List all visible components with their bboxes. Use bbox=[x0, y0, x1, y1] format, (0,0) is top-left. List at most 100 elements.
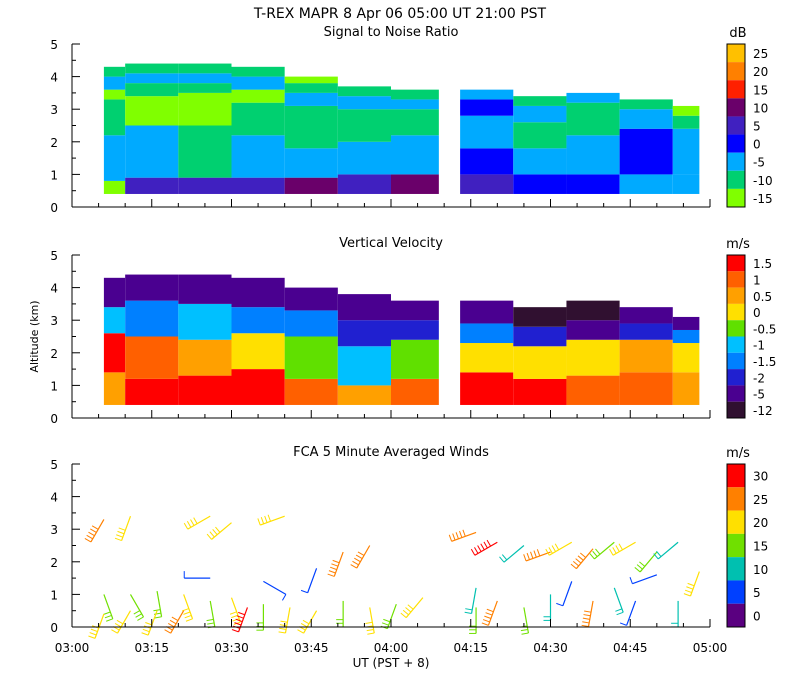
heatmap-cell bbox=[513, 174, 567, 194]
barb-flag bbox=[90, 628, 98, 633]
heatmap-cell bbox=[337, 385, 391, 405]
heatmap-cell bbox=[391, 339, 439, 379]
barb-flag bbox=[582, 621, 590, 624]
barb-flag bbox=[477, 545, 482, 552]
heatmap-cell bbox=[103, 135, 126, 181]
heatmap-cell bbox=[619, 307, 673, 324]
barb-flag bbox=[207, 622, 215, 625]
barb-flag bbox=[683, 593, 691, 597]
y-axis-label: Altitude (km) bbox=[28, 300, 41, 372]
heatmap-cell bbox=[103, 307, 126, 334]
wind-barb bbox=[400, 597, 424, 618]
y-tick-label: 5 bbox=[50, 38, 58, 52]
barb-flag bbox=[584, 610, 592, 613]
wind-barb bbox=[278, 607, 291, 634]
heatmap-cell bbox=[391, 300, 439, 321]
colorbar-swatch bbox=[727, 533, 745, 558]
barb-flag bbox=[184, 614, 192, 619]
barb-flag bbox=[215, 526, 221, 533]
barb-flag bbox=[523, 554, 527, 562]
barb-staff bbox=[103, 594, 114, 620]
barb-flag bbox=[570, 563, 577, 570]
heatmap-cell bbox=[178, 274, 232, 304]
heatmap-cell bbox=[619, 323, 673, 340]
colorbar-label: 0.5 bbox=[753, 290, 772, 304]
barb-staff bbox=[121, 515, 132, 541]
colorbar-swatch bbox=[727, 170, 745, 189]
wind-barb bbox=[619, 600, 637, 626]
colorbar-label: 1 bbox=[753, 273, 761, 287]
heatmap-cell bbox=[284, 177, 338, 194]
heatmap-cell bbox=[337, 346, 391, 386]
wind-barb bbox=[653, 541, 679, 560]
heatmap-cell bbox=[337, 174, 391, 194]
wind-barb bbox=[634, 551, 658, 573]
barb-staff bbox=[90, 519, 105, 543]
heatmap-cell bbox=[391, 135, 439, 175]
heatmap-cell bbox=[125, 63, 179, 74]
colorbar-label: -10 bbox=[753, 174, 773, 188]
x-tick-label: 03:45 bbox=[294, 641, 329, 655]
heatmap-cell bbox=[460, 174, 514, 194]
panel-1: Signal to Noise Ratio 0 1 2 3 4 5 dB 25 20 15 10 5 0 -… bbox=[50, 25, 772, 215]
heatmap-cell bbox=[672, 316, 700, 330]
colorbar-label: 5 bbox=[753, 120, 761, 134]
wind-barb bbox=[470, 539, 498, 556]
heatmap-cell bbox=[284, 105, 338, 149]
colorbar-label: 30 bbox=[753, 470, 768, 484]
barb-flag bbox=[583, 614, 591, 617]
colorbar-swatch bbox=[727, 152, 745, 171]
heatmap-cell bbox=[103, 372, 126, 405]
wind-barb bbox=[556, 581, 573, 607]
wind-barb bbox=[183, 515, 211, 530]
colorbar-swatch bbox=[727, 44, 745, 63]
barb-flag bbox=[300, 622, 308, 628]
barb-staff bbox=[575, 548, 594, 570]
barb-flag bbox=[89, 632, 97, 636]
barb-flag bbox=[582, 617, 590, 620]
barb-staff bbox=[525, 551, 551, 562]
colorbar-label: 25 bbox=[753, 493, 768, 507]
barb-flag bbox=[572, 561, 579, 567]
heatmap-cell bbox=[178, 339, 232, 376]
heatmap-cell bbox=[103, 333, 126, 373]
barb-staff bbox=[263, 580, 287, 595]
heatmap-cell bbox=[460, 89, 514, 100]
barb-flag bbox=[533, 550, 537, 558]
wind-barb bbox=[297, 610, 318, 634]
barb-staff bbox=[211, 522, 232, 540]
colorbar-frame bbox=[726, 43, 746, 208]
y-tick-label: 5 bbox=[50, 458, 58, 472]
barb-flag bbox=[485, 612, 493, 616]
barb-staff bbox=[94, 613, 105, 639]
wind-barb bbox=[683, 571, 700, 597]
wind-barb bbox=[129, 594, 145, 621]
y-tick-label: 3 bbox=[50, 314, 58, 328]
heatmap-cell bbox=[284, 287, 338, 311]
barb-staff bbox=[187, 515, 211, 530]
barb-flag bbox=[381, 622, 389, 626]
heatmap-cell bbox=[337, 96, 391, 110]
barb-flag bbox=[615, 608, 623, 612]
x-tick-label: 03:15 bbox=[134, 641, 169, 655]
heatmap-cell bbox=[566, 135, 620, 175]
barb-flag bbox=[499, 556, 505, 563]
barb-flag bbox=[114, 537, 122, 542]
colorbar-swatch bbox=[727, 62, 745, 81]
heatmap-cell bbox=[566, 320, 620, 340]
y-tick-label: 2 bbox=[50, 347, 58, 361]
heatmap-cell bbox=[178, 375, 232, 405]
heatmap-cell bbox=[337, 86, 391, 97]
barb-flag bbox=[229, 611, 237, 615]
heatmap-cell bbox=[672, 329, 700, 344]
barb-flag bbox=[581, 624, 589, 628]
heatmap-cell bbox=[391, 109, 439, 136]
colorbar-swatch bbox=[727, 385, 745, 402]
barb-staff bbox=[587, 600, 594, 627]
barb-flag bbox=[329, 566, 337, 571]
barb-flag bbox=[609, 548, 614, 556]
heatmap-cell bbox=[337, 141, 391, 175]
heatmap-cell bbox=[178, 73, 232, 84]
barb-flag bbox=[480, 543, 485, 551]
